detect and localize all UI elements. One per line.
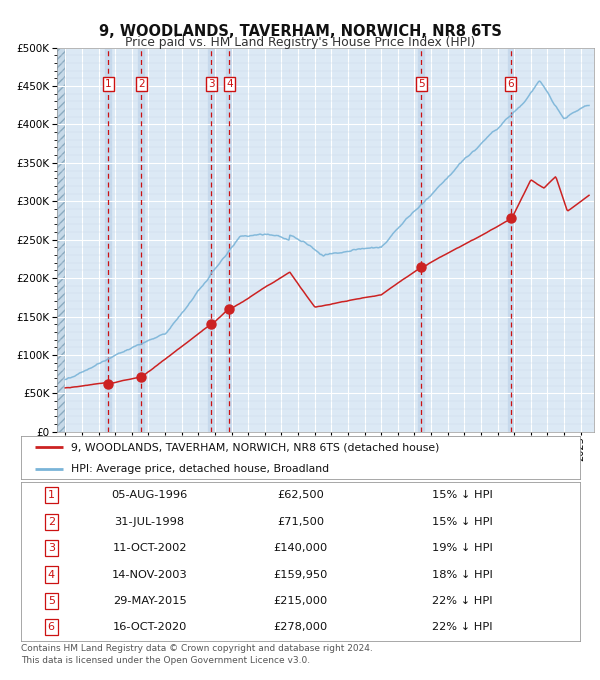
Text: 6: 6: [508, 79, 514, 89]
Text: Contains HM Land Registry data © Crown copyright and database right 2024.
This d: Contains HM Land Registry data © Crown c…: [21, 644, 373, 666]
Text: 16-OCT-2020: 16-OCT-2020: [112, 622, 187, 632]
Text: 1: 1: [105, 79, 112, 89]
Text: £140,000: £140,000: [274, 543, 328, 553]
Text: £159,950: £159,950: [274, 570, 328, 579]
Text: 3: 3: [208, 79, 214, 89]
Text: 31-JUL-1998: 31-JUL-1998: [115, 517, 185, 527]
Text: 1: 1: [47, 490, 55, 500]
Bar: [105, 48, 111, 432]
Text: 22% ↓ HPI: 22% ↓ HPI: [433, 596, 493, 606]
Text: 05-AUG-1996: 05-AUG-1996: [112, 490, 188, 500]
Text: 2: 2: [47, 517, 55, 527]
Text: £215,000: £215,000: [274, 596, 328, 606]
Text: 4: 4: [226, 79, 233, 89]
Text: £71,500: £71,500: [277, 517, 324, 527]
Text: 3: 3: [47, 543, 55, 553]
Bar: [57, 48, 65, 432]
Text: 5: 5: [418, 79, 425, 89]
Text: 2: 2: [138, 79, 145, 89]
Text: 15% ↓ HPI: 15% ↓ HPI: [433, 517, 493, 527]
Text: 29-MAY-2015: 29-MAY-2015: [113, 596, 187, 606]
Bar: [57, 48, 65, 432]
Text: 9, WOODLANDS, TAVERHAM, NORWICH, NR8 6TS: 9, WOODLANDS, TAVERHAM, NORWICH, NR8 6TS: [98, 24, 502, 39]
Text: 5: 5: [47, 596, 55, 606]
Text: 14-NOV-2003: 14-NOV-2003: [112, 570, 187, 579]
Bar: [139, 48, 145, 432]
Text: 9, WOODLANDS, TAVERHAM, NORWICH, NR8 6TS (detached house): 9, WOODLANDS, TAVERHAM, NORWICH, NR8 6TS…: [71, 443, 440, 452]
Bar: [418, 48, 424, 432]
Bar: [508, 48, 514, 432]
Text: 22% ↓ HPI: 22% ↓ HPI: [433, 622, 493, 632]
Text: Price paid vs. HM Land Registry's House Price Index (HPI): Price paid vs. HM Land Registry's House …: [125, 36, 475, 49]
Bar: [226, 48, 232, 432]
Bar: [208, 48, 214, 432]
Text: £62,500: £62,500: [277, 490, 324, 500]
Text: 11-OCT-2002: 11-OCT-2002: [112, 543, 187, 553]
Text: HPI: Average price, detached house, Broadland: HPI: Average price, detached house, Broa…: [71, 464, 329, 474]
Text: 18% ↓ HPI: 18% ↓ HPI: [433, 570, 493, 579]
Text: 4: 4: [47, 570, 55, 579]
Text: 15% ↓ HPI: 15% ↓ HPI: [433, 490, 493, 500]
Text: 19% ↓ HPI: 19% ↓ HPI: [433, 543, 493, 553]
Text: £278,000: £278,000: [274, 622, 328, 632]
Text: 6: 6: [47, 622, 55, 632]
